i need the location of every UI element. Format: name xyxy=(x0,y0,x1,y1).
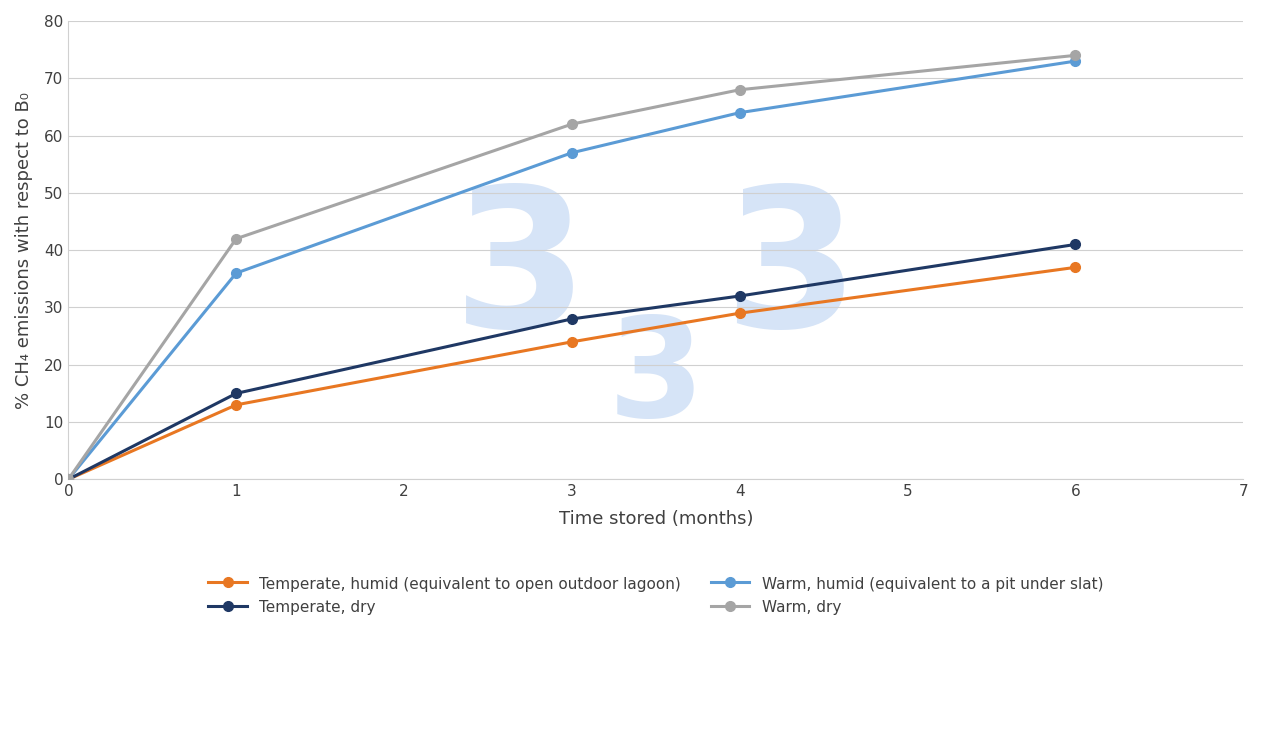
Warm, humid (equivalent to a pit under slat) xyxy=(1067,57,1082,66)
Warm, humid (equivalent to a pit under slat) xyxy=(565,149,580,158)
Temperate, humid (equivalent to open outdoor lagoon) xyxy=(565,338,580,347)
Warm, dry xyxy=(1067,51,1082,60)
Warm, humid (equivalent to a pit under slat) xyxy=(229,269,244,278)
Temperate, dry xyxy=(733,291,748,300)
Warm, dry xyxy=(61,475,76,484)
Temperate, dry xyxy=(1067,240,1082,249)
Warm, dry xyxy=(229,235,244,244)
Temperate, humid (equivalent to open outdoor lagoon) xyxy=(61,475,76,484)
Warm, dry xyxy=(565,120,580,128)
Temperate, humid (equivalent to open outdoor lagoon) xyxy=(1067,263,1082,272)
Temperate, dry xyxy=(61,475,76,484)
Line: Warm, humid (equivalent to a pit under slat): Warm, humid (equivalent to a pit under s… xyxy=(63,56,1080,484)
Temperate, dry xyxy=(229,389,244,398)
Temperate, humid (equivalent to open outdoor lagoon) xyxy=(229,400,244,409)
Line: Temperate, humid (equivalent to open outdoor lagoon): Temperate, humid (equivalent to open out… xyxy=(63,262,1080,484)
Temperate, dry xyxy=(565,314,580,323)
Temperate, humid (equivalent to open outdoor lagoon) xyxy=(733,309,748,317)
Text: 3  3: 3 3 xyxy=(452,179,859,367)
Warm, humid (equivalent to a pit under slat) xyxy=(61,475,76,484)
Text: 3: 3 xyxy=(608,311,703,446)
Legend: Temperate, humid (equivalent to open outdoor lagoon), Temperate, dry, Warm, humi: Temperate, humid (equivalent to open out… xyxy=(202,569,1109,622)
Line: Temperate, dry: Temperate, dry xyxy=(63,240,1080,484)
Warm, dry xyxy=(733,85,748,94)
Warm, humid (equivalent to a pit under slat) xyxy=(733,108,748,117)
X-axis label: Time stored (months): Time stored (months) xyxy=(558,510,753,528)
Y-axis label: % CH₄ emissions with respect to B₀: % CH₄ emissions with respect to B₀ xyxy=(15,92,33,409)
Line: Warm, dry: Warm, dry xyxy=(63,51,1080,484)
